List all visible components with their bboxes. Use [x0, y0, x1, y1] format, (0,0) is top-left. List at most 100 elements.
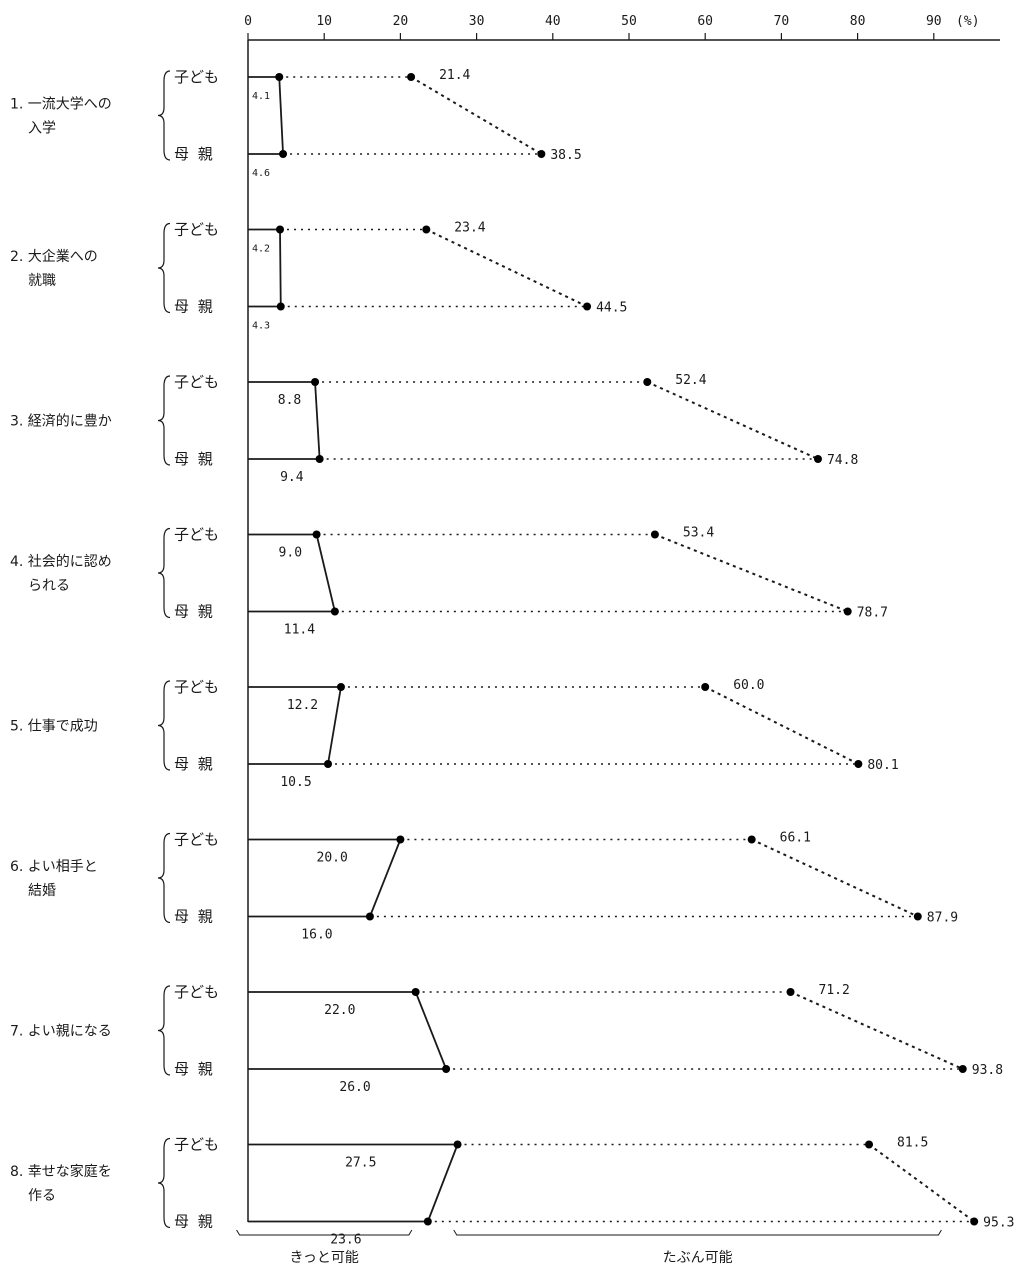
- x-tick-label: 20: [393, 14, 409, 29]
- kitto-value-child: 22.0: [324, 1003, 355, 1018]
- tabun-value-mother: 93.8: [972, 1063, 1003, 1078]
- category-label: 2. 大企業への: [10, 248, 98, 265]
- tabun-connector: [425, 228, 588, 308]
- tabun-point-child: [786, 988, 795, 996]
- kitto-connector: [426, 1144, 459, 1222]
- group-brace: [157, 832, 171, 924]
- group-brace: [157, 985, 171, 1076]
- kitto-value-child: 8.8: [278, 393, 301, 408]
- tabun-value-child: 52.4: [675, 373, 706, 388]
- bracket-kitto: [236, 1229, 413, 1236]
- x-tick-label: 30: [469, 14, 485, 29]
- tabun-value-mother: 74.8: [827, 453, 858, 468]
- tabun-value-child: 81.5: [897, 1136, 928, 1151]
- kitto-value-child: 12.2: [287, 698, 318, 713]
- bracket-tabun: [453, 1229, 942, 1236]
- group-brace: [157, 375, 171, 466]
- category-label: 就職: [28, 273, 56, 289]
- kitto-value-mother: 16.0: [301, 928, 332, 943]
- kitto-point-child: [275, 73, 284, 81]
- tabun-point-mother: [958, 1065, 967, 1073]
- x-tick-label: 60: [697, 14, 713, 29]
- category-label: られる: [28, 578, 70, 594]
- kitto-value-mother: 4.6: [252, 168, 270, 179]
- category-label: 1. 一流大学への: [10, 97, 112, 113]
- kitto-connector: [279, 229, 282, 307]
- series-label-mother: 母 親: [174, 145, 215, 163]
- tabun-connector: [868, 1143, 975, 1223]
- tabun-connector: [654, 533, 849, 613]
- tabun-point-mother: [843, 607, 852, 616]
- series-label-mother: 母 親: [174, 908, 215, 926]
- kitto-value-child: 4.2: [252, 244, 270, 255]
- kitto-connector: [414, 991, 447, 1070]
- kitto-connector: [314, 381, 321, 460]
- tabun-connector: [410, 76, 542, 155]
- kitto-value-mother: 10.5: [280, 775, 311, 790]
- series-label-mother: 母 親: [174, 603, 215, 621]
- tabun-point-child: [747, 835, 756, 844]
- series-label-child: 子ども: [174, 678, 219, 696]
- tabun-point-mother: [583, 302, 592, 311]
- tabun-value-child: 23.4: [454, 221, 485, 236]
- kitto-point-mother: [276, 302, 285, 311]
- category-label: 8. 幸せな家庭を: [10, 1163, 112, 1180]
- category-label: 作る: [28, 1188, 56, 1204]
- kitto-point-child: [276, 225, 285, 234]
- series-label-child: 子ども: [174, 373, 219, 391]
- tabun-connector: [646, 381, 819, 460]
- series-label-child: 子ども: [174, 983, 219, 1001]
- kitto-point-child: [312, 530, 321, 539]
- category-label: 5. 仕事で成功: [10, 719, 98, 735]
- x-tick-label: 70: [774, 14, 790, 29]
- kitto-point-mother: [324, 760, 333, 768]
- tabun-connector: [751, 838, 919, 918]
- tabun-value-mother: 80.1: [867, 758, 898, 773]
- kitto-connector: [369, 839, 402, 917]
- kitto-point-child: [396, 835, 405, 844]
- tabun-value-mother: 95.3: [983, 1216, 1014, 1231]
- x-tick-label: 80: [850, 14, 866, 29]
- tabun-connector: [790, 991, 964, 1070]
- x-tick-label: 10: [316, 14, 332, 29]
- series-label-mother: 母 親: [174, 755, 215, 773]
- kitto-value-mother: 23.6: [330, 1233, 361, 1248]
- group-brace: [157, 1137, 171, 1229]
- kitto-point-mother: [279, 150, 288, 158]
- tabun-value-child: 71.2: [819, 983, 850, 998]
- kitto-point-child: [311, 378, 320, 386]
- series-label-child: 子ども: [174, 221, 219, 239]
- tabun-value-child: 60.0: [733, 678, 764, 693]
- kitto-point-mother: [330, 607, 339, 616]
- category-label: 入学: [28, 121, 56, 137]
- bracket-label-tabun: たぶん可能: [663, 1250, 733, 1266]
- tabun-point-child: [422, 225, 431, 234]
- kitto-value-child: 20.0: [317, 851, 348, 866]
- series-label-mother: 母 親: [174, 298, 215, 316]
- tabun-point-child: [650, 530, 659, 539]
- kitto-point-child: [453, 1140, 462, 1149]
- tabun-point-child: [407, 73, 416, 81]
- tabun-value-child: 66.1: [780, 831, 811, 846]
- series-label-child: 子ども: [174, 1136, 219, 1154]
- kitto-value-mother: 4.3: [252, 321, 270, 332]
- series-label-child: 子ども: [174, 831, 219, 849]
- tabun-point-child: [701, 683, 710, 691]
- kitto-point-mother: [423, 1217, 432, 1226]
- tabun-value-mother: 78.7: [857, 606, 888, 621]
- x-tick-label: 90: [926, 14, 942, 29]
- axis-unit-label: (%): [956, 14, 979, 29]
- x-tick-label: 50: [621, 14, 637, 29]
- group-brace: [157, 527, 171, 619]
- kitto-value-child: 27.5: [345, 1156, 376, 1171]
- series-label-mother: 母 親: [174, 1060, 215, 1078]
- kitto-point-mother: [365, 912, 374, 921]
- series-label-mother: 母 親: [174, 1213, 215, 1231]
- group-brace: [157, 70, 171, 161]
- tabun-value-child: 53.4: [683, 526, 714, 541]
- kitto-point-mother: [442, 1065, 451, 1073]
- kitto-connector: [315, 534, 336, 612]
- x-tick-label: 0: [244, 14, 252, 29]
- kitto-value-mother: 11.4: [284, 623, 315, 638]
